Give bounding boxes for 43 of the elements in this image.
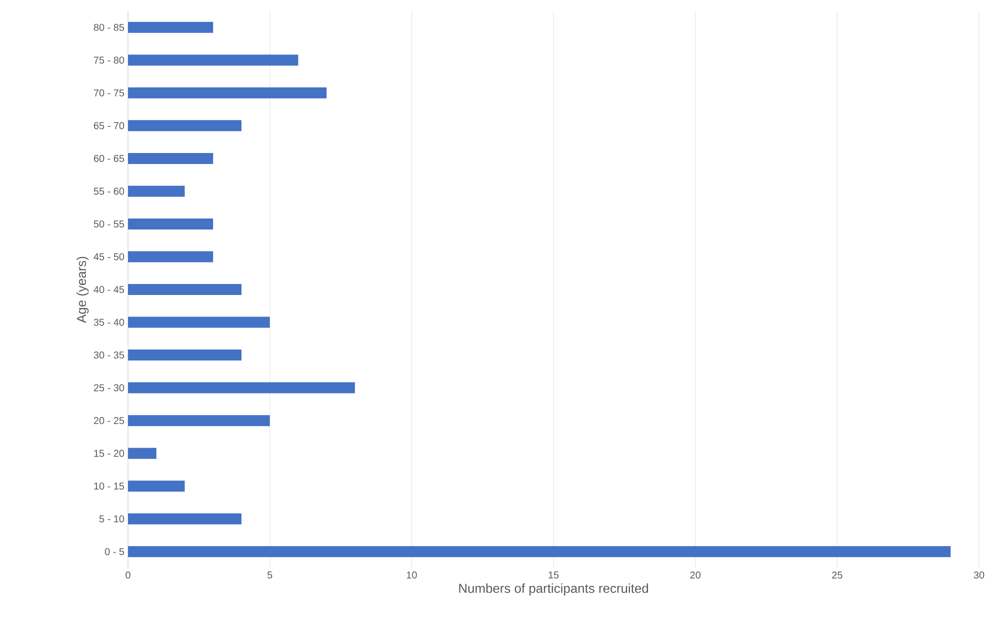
y-tick-label: 70 - 75 (94, 89, 124, 96)
y-tick-label: 10 - 15 (94, 482, 124, 490)
bar (128, 513, 242, 524)
y-tick-label: 75 - 80 (94, 56, 124, 64)
bar (128, 87, 327, 98)
y-tick-label: 60 - 65 (94, 154, 124, 162)
y-tick-label: 5 - 10 (99, 515, 124, 522)
x-tick-label: 5 (267, 572, 272, 578)
y-tick-label: 30 - 35 (94, 352, 124, 359)
y-tick-label: 45 - 50 (94, 253, 124, 260)
bar (128, 152, 214, 164)
y-tick-label: 65 - 70 (94, 122, 124, 130)
bar (128, 22, 214, 33)
bar (128, 218, 214, 230)
y-tick-label: 80 - 85 (94, 24, 124, 31)
bar (128, 448, 156, 459)
bar (128, 54, 298, 66)
y-tick-label: 15 - 20 (94, 450, 124, 457)
y-tick-label: 35 - 40 (94, 318, 124, 326)
y-axis-title: Age (years) (76, 256, 89, 323)
x-axis-title: Numbers of participants recruited (459, 583, 648, 596)
bar (128, 251, 214, 262)
x-tick-label: 20 (690, 572, 700, 579)
x-tick-label: 10 (406, 572, 417, 579)
x-tick-label: 0 (126, 572, 130, 579)
x-tick-label: 25 (832, 572, 842, 579)
bar (128, 316, 270, 328)
x-tick-label: 30 (974, 572, 984, 579)
bar (128, 284, 242, 296)
bar (128, 415, 270, 426)
y-tick-label: 25 - 30 (94, 384, 124, 392)
y-tick-label: 50 - 55 (94, 220, 124, 228)
y-tick-label: 40 - 45 (94, 286, 124, 294)
y-tick-label: 55 - 60 (94, 188, 124, 195)
x-tick-label: 15 (548, 572, 559, 578)
y-tick-label: 0 - 5 (104, 548, 124, 556)
bar (128, 382, 355, 394)
bar (128, 120, 242, 132)
bar (128, 546, 951, 558)
bar (128, 350, 242, 361)
bar (128, 186, 185, 197)
y-tick-label: 20 - 25 (94, 417, 124, 424)
bar (128, 480, 185, 492)
